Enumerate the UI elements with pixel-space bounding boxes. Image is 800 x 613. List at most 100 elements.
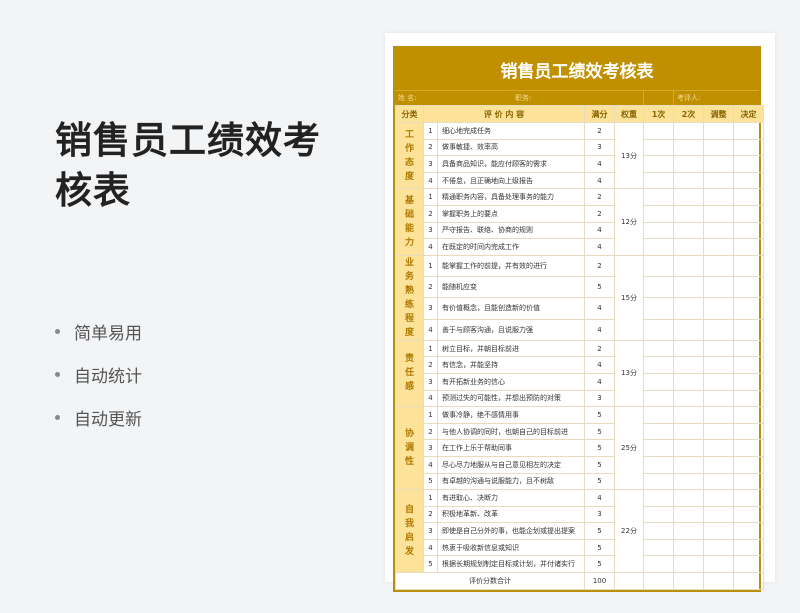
second-score-cell[interactable] (673, 155, 705, 173)
first-score-cell[interactable] (643, 389, 675, 408)
total-empty-cell[interactable] (673, 572, 705, 590)
adjust-cell[interactable] (703, 297, 735, 320)
adjust-cell[interactable] (703, 356, 735, 374)
adjust-cell[interactable] (703, 439, 735, 457)
adjust-cell[interactable] (703, 505, 735, 524)
first-score-cell[interactable] (643, 422, 675, 441)
second-score-cell[interactable] (673, 221, 705, 240)
second-score-cell[interactable] (673, 389, 705, 408)
first-score-cell[interactable] (643, 318, 675, 341)
decision-cell[interactable] (733, 221, 765, 240)
total-empty-cell[interactable] (643, 572, 675, 590)
first-score-cell[interactable] (643, 439, 675, 457)
adjust-cell[interactable] (703, 372, 735, 391)
adjust-cell[interactable] (703, 122, 735, 140)
adjust-cell[interactable] (703, 339, 735, 358)
first-score-cell[interactable] (643, 297, 675, 320)
decision-cell[interactable] (733, 275, 765, 299)
second-score-cell[interactable] (673, 297, 705, 320)
adjust-cell[interactable] (703, 555, 735, 574)
second-score-cell[interactable] (673, 275, 705, 299)
first-score-cell[interactable] (643, 339, 675, 358)
decision-cell[interactable] (733, 297, 765, 320)
first-score-cell[interactable] (643, 221, 675, 240)
decision-cell[interactable] (733, 422, 765, 441)
adjust-cell[interactable] (703, 389, 735, 408)
total-empty-cell[interactable] (703, 572, 735, 590)
adjust-cell[interactable] (703, 422, 735, 441)
second-score-cell[interactable] (673, 339, 705, 358)
adjust-cell[interactable] (703, 221, 735, 240)
first-score-cell[interactable] (643, 275, 675, 299)
decision-cell[interactable] (733, 472, 765, 491)
decision-cell[interactable] (733, 372, 765, 391)
first-score-cell[interactable] (643, 238, 675, 256)
second-score-cell[interactable] (673, 472, 705, 491)
decision-cell[interactable] (733, 489, 765, 507)
first-score-cell[interactable] (643, 372, 675, 391)
first-score-cell[interactable] (643, 538, 675, 557)
adjust-cell[interactable] (703, 238, 735, 256)
first-score-cell[interactable] (643, 204, 675, 223)
decision-cell[interactable] (733, 339, 765, 358)
second-score-cell[interactable] (673, 204, 705, 223)
adjust-cell[interactable] (703, 472, 735, 491)
second-score-cell[interactable] (673, 439, 705, 457)
decision-cell[interactable] (733, 555, 765, 574)
second-score-cell[interactable] (673, 406, 705, 424)
second-score-cell[interactable] (673, 356, 705, 374)
second-score-cell[interactable] (673, 505, 705, 524)
adjust-cell[interactable] (703, 188, 735, 206)
decision-cell[interactable] (733, 188, 765, 206)
first-score-cell[interactable] (643, 155, 675, 173)
adjust-cell[interactable] (703, 155, 735, 173)
second-score-cell[interactable] (673, 171, 705, 190)
adjust-cell[interactable] (703, 522, 735, 540)
first-score-cell[interactable] (643, 122, 675, 140)
second-score-cell[interactable] (673, 254, 705, 278)
first-score-cell[interactable] (643, 356, 675, 374)
adjust-cell[interactable] (703, 318, 735, 341)
first-score-cell[interactable] (643, 505, 675, 524)
decision-cell[interactable] (733, 204, 765, 223)
second-score-cell[interactable] (673, 422, 705, 441)
decision-cell[interactable] (733, 406, 765, 424)
adjust-cell[interactable] (703, 254, 735, 278)
second-score-cell[interactable] (673, 455, 705, 474)
adjust-cell[interactable] (703, 138, 735, 157)
decision-cell[interactable] (733, 254, 765, 278)
second-score-cell[interactable] (673, 555, 705, 574)
first-score-cell[interactable] (643, 406, 675, 424)
first-score-cell[interactable] (643, 171, 675, 190)
second-score-cell[interactable] (673, 188, 705, 206)
decision-cell[interactable] (733, 538, 765, 557)
decision-cell[interactable] (733, 356, 765, 374)
first-score-cell[interactable] (643, 188, 675, 206)
total-empty-cell[interactable] (614, 572, 645, 590)
first-score-cell[interactable] (643, 455, 675, 474)
adjust-cell[interactable] (703, 489, 735, 507)
adjust-cell[interactable] (703, 171, 735, 190)
first-score-cell[interactable] (643, 522, 675, 540)
decision-cell[interactable] (733, 318, 765, 341)
second-score-cell[interactable] (673, 372, 705, 391)
decision-cell[interactable] (733, 455, 765, 474)
decision-cell[interactable] (733, 522, 765, 540)
decision-cell[interactable] (733, 389, 765, 408)
adjust-cell[interactable] (703, 455, 735, 474)
decision-cell[interactable] (733, 155, 765, 173)
adjust-cell[interactable] (703, 204, 735, 223)
total-empty-cell[interactable] (733, 572, 765, 590)
decision-cell[interactable] (733, 439, 765, 457)
second-score-cell[interactable] (673, 318, 705, 341)
second-score-cell[interactable] (673, 522, 705, 540)
adjust-cell[interactable] (703, 275, 735, 299)
adjust-cell[interactable] (703, 538, 735, 557)
decision-cell[interactable] (733, 171, 765, 190)
decision-cell[interactable] (733, 122, 765, 140)
first-score-cell[interactable] (643, 254, 675, 278)
first-score-cell[interactable] (643, 138, 675, 157)
first-score-cell[interactable] (643, 472, 675, 491)
second-score-cell[interactable] (673, 138, 705, 157)
second-score-cell[interactable] (673, 238, 705, 256)
